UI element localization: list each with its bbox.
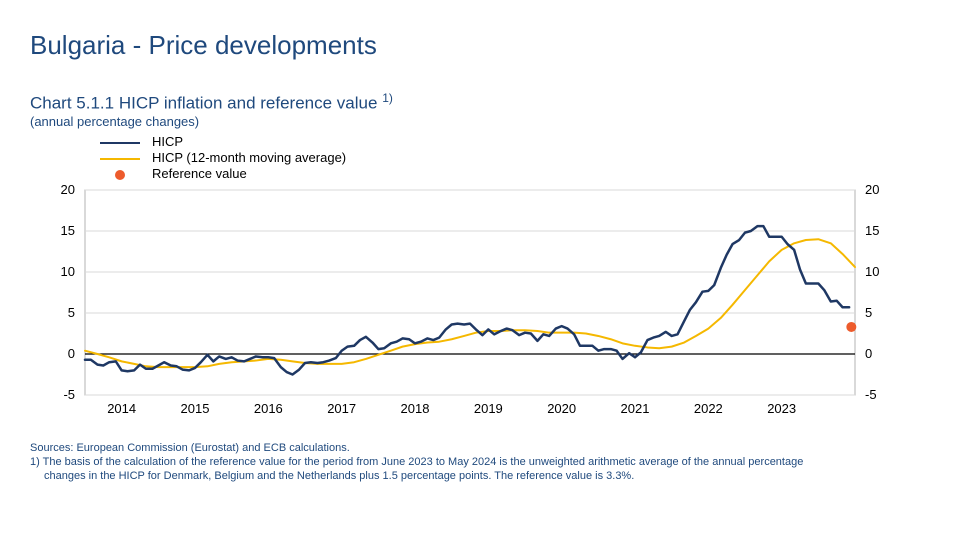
svg-text:0: 0 (865, 346, 872, 361)
chart-title: Chart 5.1.1 HICP inflation and reference… (30, 91, 928, 114)
svg-text:2019: 2019 (474, 401, 503, 416)
chart-title-sup: 1) (382, 91, 393, 105)
chart-svg: -5-5005510101515202020142015201620172018… (30, 185, 910, 420)
legend-item: Reference value (100, 167, 928, 183)
svg-text:15: 15 (865, 223, 879, 238)
svg-text:10: 10 (61, 264, 75, 279)
chart-subtitle: (annual percentage changes) (30, 114, 928, 129)
svg-text:2015: 2015 (181, 401, 210, 416)
svg-text:5: 5 (68, 305, 75, 320)
chart-area: -5-5005510101515202020142015201620172018… (30, 185, 910, 435)
svg-text:10: 10 (865, 264, 879, 279)
legend-item: HICP (12-month moving average) (100, 151, 928, 167)
svg-text:5: 5 (865, 305, 872, 320)
svg-text:-5: -5 (63, 387, 75, 402)
svg-text:2023: 2023 (767, 401, 796, 416)
reference-point (846, 322, 856, 332)
svg-text:0: 0 (68, 346, 75, 361)
chart-title-text: Chart 5.1.1 HICP inflation and reference… (30, 94, 377, 113)
series-hicp (85, 226, 849, 374)
chart-footnote: Sources: European Commission (Eurostat) … (30, 441, 928, 484)
legend-item: HICP (100, 135, 928, 151)
svg-text:20: 20 (865, 185, 879, 197)
legend-swatch-line (100, 142, 140, 144)
footnote-note-line1: 1) The basis of the calculation of the r… (30, 455, 928, 469)
svg-text:15: 15 (61, 223, 75, 238)
svg-text:2022: 2022 (694, 401, 723, 416)
svg-text:2016: 2016 (254, 401, 283, 416)
svg-text:-5: -5 (865, 387, 877, 402)
svg-text:20: 20 (61, 185, 75, 197)
legend-swatch-line (100, 158, 140, 160)
footnote-source: Sources: European Commission (Eurostat) … (30, 441, 928, 455)
svg-text:2017: 2017 (327, 401, 356, 416)
svg-text:2018: 2018 (401, 401, 430, 416)
series-hicp-ma (85, 239, 855, 367)
svg-text:2014: 2014 (107, 401, 136, 416)
chart-legend: HICPHICP (12-month moving average)Refere… (100, 135, 928, 183)
legend-label: Reference value (152, 166, 247, 183)
legend-swatch-dot (115, 170, 125, 180)
svg-text:2021: 2021 (621, 401, 650, 416)
page-title: Bulgaria - Price developments (30, 30, 928, 61)
legend-label: HICP (12-month moving average) (152, 150, 346, 167)
legend-label: HICP (152, 134, 183, 151)
svg-text:2020: 2020 (547, 401, 576, 416)
footnote-note-line2: changes in the HICP for Denmark, Belgium… (30, 469, 928, 483)
